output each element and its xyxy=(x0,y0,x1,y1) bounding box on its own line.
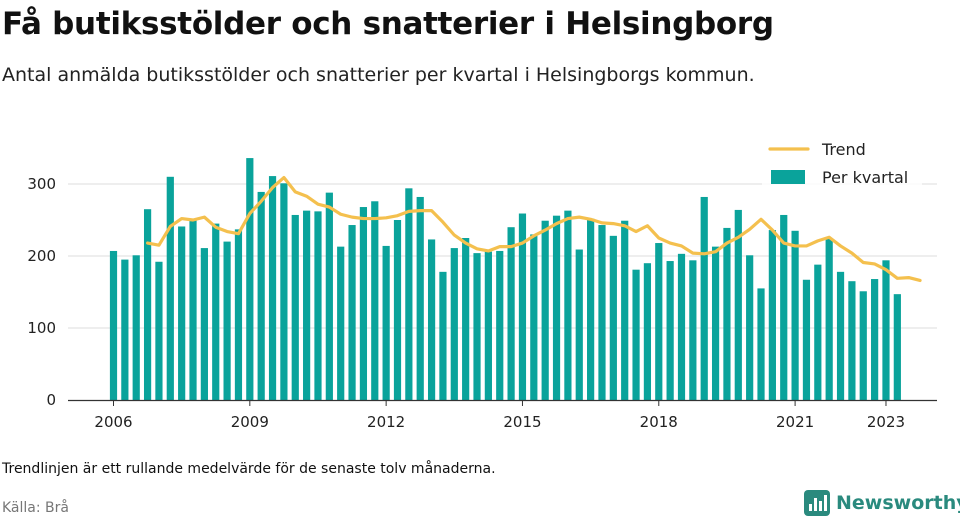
bar xyxy=(859,291,867,400)
footnote: Trendlinjen är ett rullande medelvärde f… xyxy=(2,461,496,477)
bar xyxy=(143,209,152,400)
bar xyxy=(757,288,765,400)
bar xyxy=(212,223,220,400)
y-tick-label: 100 xyxy=(27,319,56,337)
bar xyxy=(689,260,697,400)
bar xyxy=(462,238,470,400)
y-tick-label: 200 xyxy=(27,247,56,265)
bar xyxy=(473,253,481,400)
x-tick-label: 2018 xyxy=(640,413,678,431)
bar xyxy=(746,255,754,400)
bar xyxy=(848,281,856,400)
bar xyxy=(439,271,447,400)
bar xyxy=(711,246,720,400)
brand-name: Newsworthy xyxy=(836,492,960,514)
bar xyxy=(621,220,629,400)
bar xyxy=(700,196,708,400)
bar xyxy=(405,188,413,400)
bar xyxy=(530,234,538,400)
bar xyxy=(575,249,583,400)
bar xyxy=(496,250,504,400)
bar xyxy=(371,201,379,400)
bar xyxy=(802,279,811,400)
bar xyxy=(484,251,492,400)
bar xyxy=(518,213,527,400)
bar xyxy=(552,215,561,400)
bar xyxy=(325,192,333,400)
bar xyxy=(314,211,322,400)
bar xyxy=(348,225,356,400)
bar xyxy=(303,210,311,400)
chart-title: Få butiksstölder och snatterier i Helsin… xyxy=(2,6,774,42)
bar xyxy=(121,259,129,400)
legend-bar-swatch xyxy=(771,170,805,184)
x-tick-label: 2012 xyxy=(367,413,405,431)
bar xyxy=(393,220,402,400)
bar xyxy=(564,210,572,400)
bar xyxy=(643,263,652,400)
brand-logo[interactable]: Newsworthy xyxy=(804,489,960,517)
bar xyxy=(246,158,254,400)
bar xyxy=(893,294,901,400)
chart-logo-icon xyxy=(804,490,830,516)
bar xyxy=(598,225,606,400)
bar xyxy=(507,227,515,400)
x-tick-label: 2009 xyxy=(231,413,269,431)
bar xyxy=(825,238,833,400)
legend: Trend Per kvartal xyxy=(762,134,922,190)
bar xyxy=(609,235,617,400)
source-text: Källa: Brå xyxy=(2,500,69,516)
x-tick-label: 2023 xyxy=(867,413,905,431)
bar xyxy=(882,260,890,400)
bar xyxy=(132,255,140,400)
bar xyxy=(382,245,390,400)
bar xyxy=(791,230,799,400)
bar xyxy=(836,271,845,400)
bar xyxy=(178,226,186,400)
bar xyxy=(814,264,822,400)
bar xyxy=(280,183,288,400)
bar xyxy=(189,220,197,400)
chart-subtitle: Antal anmälda butiksstölder och snatteri… xyxy=(2,64,755,86)
bar xyxy=(268,176,277,400)
bar xyxy=(257,191,265,400)
bar xyxy=(780,214,788,400)
legend-bar-label: Per kvartal xyxy=(822,168,908,187)
trend-line xyxy=(145,175,922,283)
bar xyxy=(337,246,345,400)
bar xyxy=(234,229,243,400)
bar xyxy=(734,209,742,400)
bar xyxy=(223,241,231,400)
bar xyxy=(871,279,879,400)
y-tick-label: 0 xyxy=(46,391,56,409)
bar xyxy=(166,176,174,400)
bar xyxy=(768,230,776,400)
bar xyxy=(291,214,299,400)
bar xyxy=(427,239,436,400)
y-tick-label: 300 xyxy=(27,175,56,193)
bar xyxy=(666,261,674,400)
bar xyxy=(155,261,163,400)
bar xyxy=(450,248,458,400)
bar xyxy=(632,269,640,400)
bar xyxy=(200,248,208,400)
bar xyxy=(541,220,549,400)
x-tick-label: 2006 xyxy=(94,413,132,431)
chart: 0 100 200 300 2006 2009 2012 2015 2018 2021 2023 Tr… xyxy=(27,134,937,431)
bar xyxy=(109,250,118,400)
legend-trend-label: Trend xyxy=(821,140,866,159)
x-tick-label: 2021 xyxy=(776,413,814,431)
bar xyxy=(416,196,424,400)
bar xyxy=(359,207,368,400)
bar xyxy=(677,253,686,400)
x-tick-label: 2015 xyxy=(503,413,541,431)
bar xyxy=(587,218,595,400)
bar xyxy=(723,227,731,400)
bar xyxy=(655,243,663,400)
